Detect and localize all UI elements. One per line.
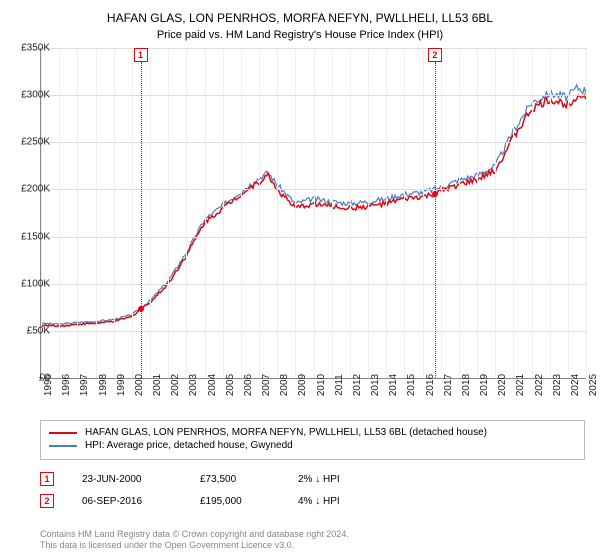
legend-row: HAFAN GLAS, LON PENRHOS, MORFA NEFYN, PW… [49,427,576,438]
sale-diff-2: 4% ↓ HPI [298,496,340,507]
y-axis-label: £250K [5,137,50,148]
x-axis-label: 2014 [388,374,399,396]
x-axis-label: 2008 [279,374,290,396]
x-axis-label: 2001 [152,374,163,396]
sale-price-2: £195,000 [200,496,270,507]
y-axis-label: £100K [5,278,50,289]
y-axis-label: £50K [5,325,50,336]
x-axis-label: 2002 [170,374,181,396]
sale-row-1: 1 23-JUN-2000 £73,500 2% ↓ HPI [40,472,585,486]
x-axis-label: 2005 [225,374,236,396]
x-axis-label: 2013 [370,374,381,396]
legend-label: HAFAN GLAS, LON PENRHOS, MORFA NEFYN, PW… [85,427,487,438]
x-axis-label: 2009 [297,374,308,396]
x-axis-label: 2000 [134,374,145,396]
x-axis-label: 2018 [461,374,472,396]
x-axis-label: 2024 [570,374,581,396]
x-axis-label: 1996 [61,374,72,396]
x-axis-label: 2021 [515,374,526,396]
footer-text: Contains HM Land Registry data © Crown c… [40,529,349,552]
x-axis-label: 1995 [43,374,54,396]
chart-subtitle: Price paid vs. HM Land Registry's House … [0,29,600,41]
sale-diff-1: 2% ↓ HPI [298,474,340,485]
marker-box: 2 [428,48,442,62]
legend-box: HAFAN GLAS, LON PENRHOS, MORFA NEFYN, PW… [40,420,585,460]
sale-marker-2: 2 [40,494,54,508]
chart-title: HAFAN GLAS, LON PENRHOS, MORFA NEFYN, PW… [0,0,600,27]
x-axis-label: 2006 [243,374,254,396]
x-axis-label: 2023 [552,374,563,396]
x-axis-label: 1999 [116,374,127,396]
x-axis-label: 2022 [534,374,545,396]
marker-dot [138,306,144,312]
y-axis-label: £350K [5,43,50,54]
x-axis-label: 2011 [334,374,345,396]
sale-date-2: 06-SEP-2016 [82,496,172,507]
x-axis-label: 2004 [207,374,218,396]
footer-line-1: Contains HM Land Registry data © Crown c… [40,529,349,541]
legend-label: HPI: Average price, detached house, Gwyn… [85,440,293,451]
x-axis-label: 2016 [425,374,436,396]
x-axis-label: 2015 [406,374,417,396]
chart-plot-area: 12 [40,48,586,379]
y-axis-label: £300K [5,90,50,101]
x-axis-label: 2020 [497,374,508,396]
footer-line-2: This data is licensed under the Open Gov… [40,540,349,552]
x-axis-label: 1998 [98,374,109,396]
legend-swatch [49,432,77,434]
sale-row-2: 2 06-SEP-2016 £195,000 4% ↓ HPI [40,494,585,508]
x-axis-label: 2017 [443,374,454,396]
sale-date-1: 23-JUN-2000 [82,474,172,485]
x-axis-label: 2003 [188,374,199,396]
sale-marker-1: 1 [40,472,54,486]
sale-price-1: £73,500 [200,474,270,485]
y-axis-label: £200K [5,184,50,195]
x-axis-label: 2007 [261,374,272,396]
page-container: HAFAN GLAS, LON PENRHOS, MORFA NEFYN, PW… [0,0,600,560]
x-axis-label: 2010 [316,374,327,396]
x-axis-label: 1997 [79,374,90,396]
legend-swatch [49,445,77,447]
y-axis-label: £150K [5,231,50,242]
x-axis-label: 2019 [479,374,490,396]
marker-box: 1 [134,48,148,62]
legend-row: HPI: Average price, detached house, Gwyn… [49,440,576,451]
x-axis-label: 2012 [352,374,363,396]
marker-dot [432,191,438,197]
x-axis-label: 2025 [588,374,599,396]
